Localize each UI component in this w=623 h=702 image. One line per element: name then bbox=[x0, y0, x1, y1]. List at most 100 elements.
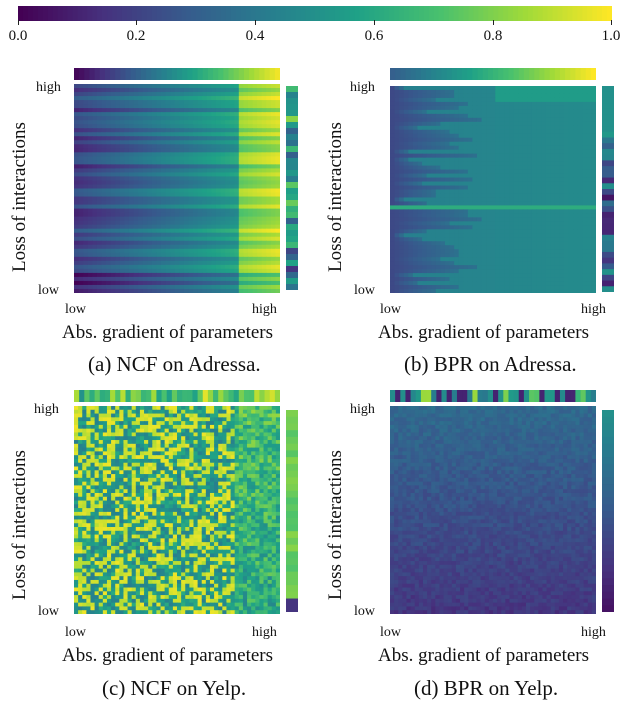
heatmap-cell bbox=[193, 236, 199, 242]
heatmap-cell bbox=[586, 121, 593, 127]
heatmap-cell bbox=[142, 188, 148, 194]
heatmap-cell bbox=[541, 209, 547, 214]
heatmap-cell bbox=[156, 172, 162, 178]
heatmap-cell bbox=[160, 220, 167, 226]
heatmap-cell bbox=[193, 288, 199, 293]
heatmap-cell bbox=[509, 105, 515, 111]
heatmap-cell bbox=[197, 100, 203, 105]
heatmap-cell bbox=[270, 240, 277, 246]
heatmap-cell bbox=[156, 196, 162, 202]
heatmap-cell bbox=[403, 181, 409, 187]
heatmap-cell bbox=[179, 140, 185, 145]
heatmap-cell bbox=[394, 93, 400, 99]
heatmap-cell bbox=[124, 116, 130, 121]
heatmap-cell bbox=[142, 116, 148, 121]
heatmap-cell bbox=[559, 93, 565, 99]
heatmap-cell bbox=[513, 233, 519, 238]
heatmap-cell bbox=[202, 84, 208, 89]
heatmap-cell bbox=[518, 89, 524, 95]
heatmap-cell bbox=[435, 125, 441, 131]
heatmap-cell bbox=[266, 184, 272, 190]
heatmap-cell bbox=[238, 268, 244, 274]
heatmap-cell bbox=[110, 124, 116, 129]
heatmap-cell bbox=[96, 196, 103, 202]
heatmap-cell bbox=[128, 92, 135, 97]
heatmap-cell bbox=[119, 232, 125, 238]
heatmap-cell bbox=[536, 133, 542, 139]
heatmap-cell bbox=[563, 137, 570, 143]
heatmap-cell bbox=[238, 172, 244, 178]
heatmap-cell bbox=[458, 241, 464, 246]
heatmap-cell bbox=[390, 261, 396, 266]
heatmap-cell bbox=[170, 260, 176, 266]
heatmap-cell bbox=[78, 172, 84, 178]
heatmap-cell bbox=[225, 288, 231, 293]
heatmap-cell bbox=[573, 241, 579, 246]
colorbar-cell bbox=[117, 6, 123, 21]
heatmap-cell bbox=[467, 86, 473, 91]
heatmap-cell bbox=[238, 240, 244, 246]
heatmap-cell bbox=[527, 153, 533, 159]
heatmap-cell bbox=[220, 288, 226, 293]
heatmap-cell bbox=[234, 124, 240, 129]
heatmap-cell bbox=[486, 225, 492, 230]
heatmap-cell bbox=[495, 189, 501, 195]
heatmap-cell bbox=[275, 164, 280, 169]
heatmap-cell bbox=[225, 284, 231, 290]
heatmap-cell bbox=[151, 116, 157, 121]
heatmap-cell bbox=[275, 236, 280, 242]
heatmap-cell bbox=[559, 205, 565, 210]
top-marginal-cell bbox=[254, 68, 260, 80]
heatmap-cell bbox=[78, 168, 84, 174]
heatmap-cell bbox=[472, 137, 478, 143]
heatmap-cell bbox=[545, 205, 551, 210]
heatmap-cell bbox=[554, 217, 560, 222]
heatmap-cell bbox=[193, 164, 199, 169]
heatmap-cell bbox=[202, 236, 208, 242]
heatmap-cell bbox=[142, 168, 148, 174]
heatmap-cell bbox=[486, 137, 492, 143]
colorbar-cell bbox=[587, 6, 593, 21]
heatmap-cell bbox=[412, 113, 419, 119]
heatmap-cell bbox=[275, 268, 280, 274]
heatmap-cell bbox=[151, 104, 157, 109]
heatmap-cell bbox=[541, 129, 547, 135]
heatmap-cell bbox=[591, 105, 596, 111]
heatmap-cell bbox=[179, 128, 185, 133]
heatmap-cell bbox=[550, 86, 556, 91]
heatmap-cell bbox=[202, 124, 208, 129]
heatmap-cell bbox=[586, 249, 593, 254]
heatmap-cell bbox=[215, 212, 222, 218]
heatmap-cell bbox=[83, 192, 89, 198]
heatmap-cell bbox=[128, 148, 135, 153]
heatmap-cell bbox=[426, 129, 432, 135]
heatmap-cell bbox=[128, 244, 135, 250]
heatmap-cell bbox=[206, 232, 212, 238]
heatmap-cell bbox=[531, 285, 538, 290]
heatmap-cell bbox=[165, 284, 171, 290]
heatmap-cell bbox=[486, 237, 492, 242]
heatmap-cell bbox=[476, 201, 483, 207]
heatmap-cell bbox=[229, 192, 235, 198]
heatmap-cell bbox=[266, 232, 272, 238]
top-marginal-cell bbox=[436, 68, 443, 80]
heatmap-cell bbox=[74, 88, 80, 93]
heatmap-cell bbox=[74, 280, 80, 286]
heatmap-cell bbox=[165, 200, 171, 206]
heatmap-cell bbox=[536, 237, 542, 242]
heatmap-cell bbox=[220, 280, 226, 286]
heatmap-cell bbox=[454, 161, 460, 167]
heatmap-cell bbox=[165, 132, 171, 137]
heatmap-cell bbox=[476, 86, 483, 91]
right-marginal-cell bbox=[602, 183, 614, 190]
heatmap-cell bbox=[504, 245, 510, 250]
heatmap-cell bbox=[472, 105, 478, 111]
heatmap-cell bbox=[151, 212, 157, 218]
heatmap-cell bbox=[270, 176, 277, 182]
heatmap-cell bbox=[486, 141, 492, 147]
heatmap-cell bbox=[573, 157, 579, 163]
heatmap-cell bbox=[197, 132, 203, 137]
heatmap-cell bbox=[412, 233, 419, 238]
heatmap-cell bbox=[220, 192, 226, 198]
heatmap-cell bbox=[435, 93, 441, 99]
